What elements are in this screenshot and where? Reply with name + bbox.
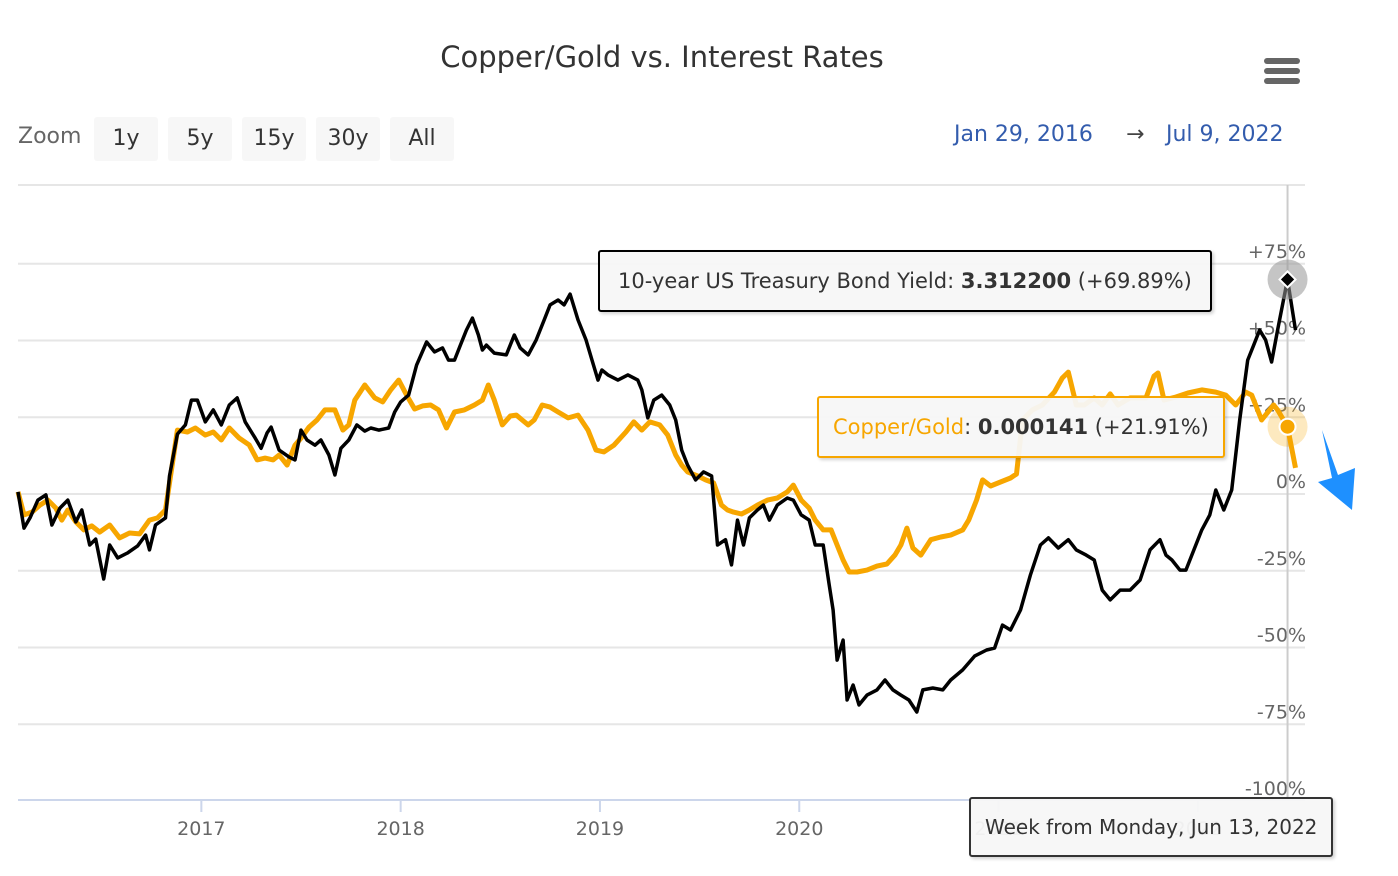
menu-bar xyxy=(1264,78,1300,84)
chart-title: Copper/Gold vs. Interest Rates xyxy=(440,40,884,74)
tooltip-sep: : xyxy=(964,415,978,439)
hover-markers xyxy=(1267,259,1308,447)
zoom-30y-button[interactable]: 30y xyxy=(316,117,380,161)
series-lines xyxy=(15,277,1298,714)
copper-gold-hover-marker xyxy=(1278,417,1297,436)
x-tick-label: 2019 xyxy=(576,818,624,840)
zoom-5y-button[interactable]: 5y xyxy=(168,117,232,161)
y-tick-label: -75% xyxy=(1257,701,1306,723)
tooltip-change: (+21.91%) xyxy=(1088,415,1209,439)
trend-arrow-icon xyxy=(1318,430,1355,510)
date-tooltip: Week from Monday, Jun 13, 2022 xyxy=(969,797,1334,857)
bond-yield-line xyxy=(16,277,1298,714)
y-tick-label: -25% xyxy=(1257,548,1306,570)
menu-bar xyxy=(1264,68,1300,74)
y-tick-label: 0% xyxy=(1276,471,1306,493)
tooltip-series-name: 10-year US Treasury Bond Yield xyxy=(618,269,948,293)
zoom-15y-button[interactable]: 15y xyxy=(242,117,306,161)
range-arrow: → xyxy=(1126,122,1145,147)
range-to-date[interactable]: Jul 9, 2022 xyxy=(1166,122,1284,147)
x-tick-label: 2017 xyxy=(177,818,225,840)
y-axis-labels: +75%+50%+25%0%-25%-50%-75%-100% xyxy=(1245,241,1306,800)
y-tick-label: -50% xyxy=(1257,625,1306,647)
y-tick-label: +75% xyxy=(1248,241,1306,263)
x-tick-label: 2018 xyxy=(376,818,424,840)
tooltip-value: 3.312200 xyxy=(960,269,1072,293)
hamburger-menu-icon[interactable] xyxy=(1264,58,1300,86)
zoom-label: Zoom xyxy=(18,124,82,149)
x-tick-label: 2020 xyxy=(775,818,823,840)
range-from-date[interactable]: Jan 29, 2016 xyxy=(954,122,1093,147)
copper-gold-line xyxy=(15,369,1298,575)
tooltip-change: (+69.89%) xyxy=(1071,269,1192,293)
copper-gold-tooltip: Copper/Gold: 0.000141 (+21.91%) xyxy=(817,396,1225,458)
zoom-all-button[interactable]: All xyxy=(390,117,454,161)
bond-yield-tooltip: 10-year US Treasury Bond Yield: 3.312200… xyxy=(598,250,1212,312)
tooltip-value: 0.000141 xyxy=(977,415,1089,439)
menu-bar xyxy=(1264,58,1300,64)
y-tick-label: -100% xyxy=(1245,778,1306,800)
tooltip-sep: : xyxy=(947,269,961,293)
bond-hover-marker xyxy=(1278,270,1297,289)
tooltip-series-name: Copper/Gold xyxy=(833,415,965,439)
zoom-1y-button[interactable]: 1y xyxy=(94,117,158,161)
